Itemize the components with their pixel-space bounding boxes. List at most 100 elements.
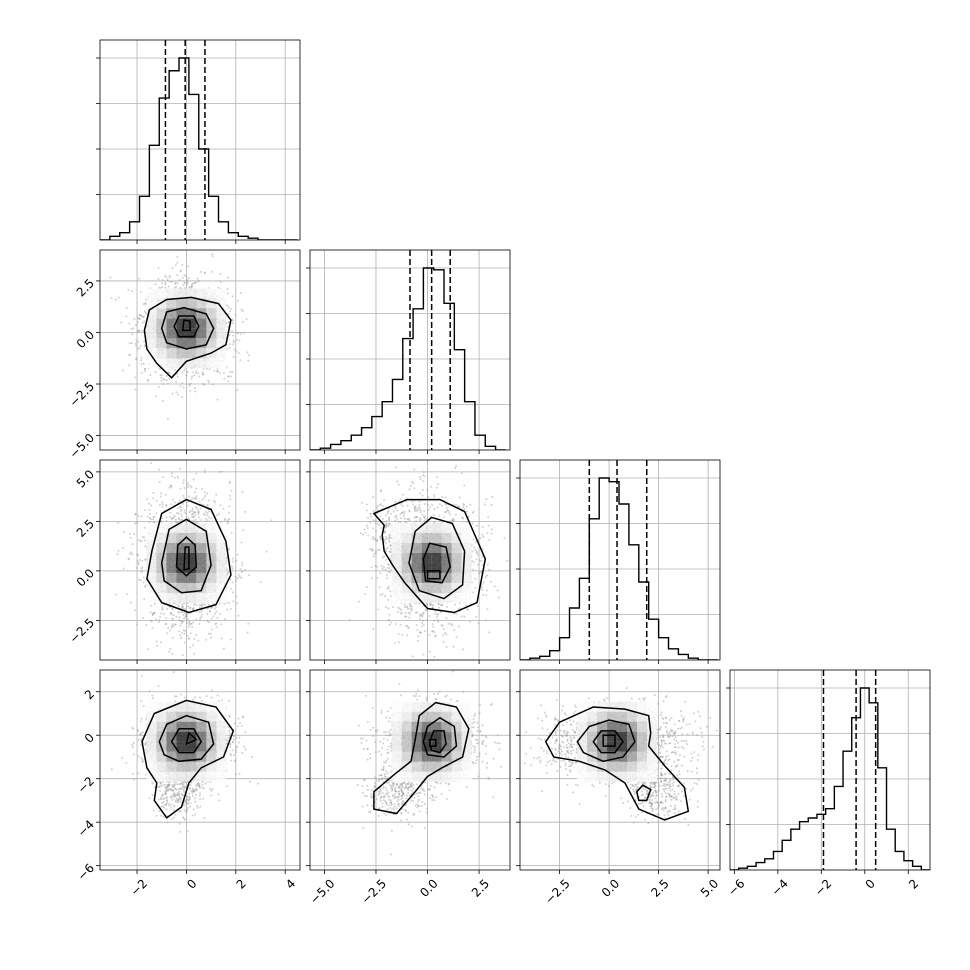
scatter-point (242, 331, 245, 334)
contour-level-0 (143, 296, 232, 379)
scatter-point (133, 318, 136, 321)
scatter-point (208, 610, 211, 613)
scatter-point (200, 603, 203, 606)
scatter-point (454, 603, 457, 606)
density-cell (186, 542, 197, 553)
scatter-point (198, 604, 201, 607)
scatter-point (177, 517, 180, 520)
scatter-point (182, 284, 185, 287)
density-cell (166, 288, 177, 299)
scatter-point (445, 506, 448, 509)
scatter-point (452, 517, 455, 520)
scatter-point (421, 625, 424, 628)
scatter-point (200, 518, 203, 521)
scatter-point (179, 509, 182, 512)
scatter-point (173, 515, 176, 518)
scatter-point (144, 302, 147, 305)
density-cell (176, 338, 187, 349)
scatter-point (204, 603, 207, 606)
scatter-point (419, 613, 422, 616)
scatter-point (481, 526, 484, 529)
scatter-point (182, 494, 185, 497)
scatter-point (172, 624, 175, 627)
scatter-point (166, 632, 169, 635)
density-cell (156, 318, 167, 329)
scatter-point (132, 327, 135, 330)
density-cell (176, 522, 187, 533)
scatter-point (198, 500, 201, 503)
scatter-point (185, 613, 188, 616)
scatter-point (170, 475, 173, 478)
scatter-point (380, 565, 383, 568)
scatter-point (423, 517, 426, 520)
scatter-point (487, 516, 490, 519)
density-cell (156, 288, 167, 299)
scatter-point (463, 615, 466, 618)
scatter-point (186, 483, 189, 486)
scatter-point (230, 489, 233, 492)
scatter-point (160, 521, 163, 524)
scatter-point (455, 636, 458, 639)
scatter-point (143, 539, 146, 542)
scatter-point (440, 504, 443, 507)
scatter-point (231, 370, 234, 373)
scatter-point (399, 623, 402, 626)
scatter-point (466, 510, 469, 513)
scatter-point (153, 611, 156, 614)
scatter-point (369, 521, 372, 524)
scatter-point (201, 373, 204, 376)
scatter-point (181, 518, 184, 521)
scatter-point (128, 322, 131, 325)
scatter-point (232, 319, 235, 322)
scatter-point (168, 280, 171, 283)
scatter-point (399, 513, 402, 516)
density-cell (206, 308, 217, 319)
scatter-point (229, 494, 232, 497)
scatter-point (422, 471, 425, 474)
panel-2-1 (306, 459, 511, 664)
scatter-point (220, 623, 223, 626)
scatter-point (163, 378, 166, 381)
density-cell (216, 358, 227, 369)
scatter-point (394, 515, 397, 518)
density-cell (176, 288, 187, 299)
scatter-point (472, 568, 475, 571)
scatter-point (206, 620, 209, 623)
scatter-point (216, 369, 219, 372)
density-cell (186, 298, 197, 309)
scatter-point (244, 510, 247, 513)
scatter-point (189, 286, 192, 289)
scatter-point (388, 537, 391, 540)
scatter-point (177, 611, 180, 614)
scatter-point (479, 536, 482, 539)
scatter-point (419, 492, 422, 495)
panel-frame (99, 249, 301, 451)
scatter-point (209, 632, 212, 635)
scatter-point (478, 572, 481, 575)
scatter-point (142, 616, 145, 619)
scatter-point (403, 606, 406, 609)
scatter-point (423, 519, 426, 522)
scatter-point (389, 544, 392, 547)
scatter-point (146, 378, 149, 381)
scatter-point (465, 505, 468, 508)
scatter-point (203, 471, 206, 474)
scatter-point (390, 536, 393, 539)
scatter-point (140, 291, 143, 294)
scatter-point (136, 554, 139, 557)
scatter-point (471, 511, 474, 514)
scatter-point (211, 383, 214, 386)
scatter-point (215, 493, 218, 496)
scatter-point (175, 285, 178, 288)
scatter-point (170, 486, 173, 489)
scatter-point (415, 515, 418, 518)
scatter-point (180, 269, 183, 272)
scatter-point (389, 590, 392, 593)
scatter-point (412, 503, 415, 506)
scatter-point (134, 522, 137, 525)
scatter-point (399, 521, 402, 524)
scatter-point (192, 513, 195, 516)
scatter-point (455, 503, 458, 506)
scatter-point (125, 593, 128, 596)
scatter-point (176, 475, 179, 478)
